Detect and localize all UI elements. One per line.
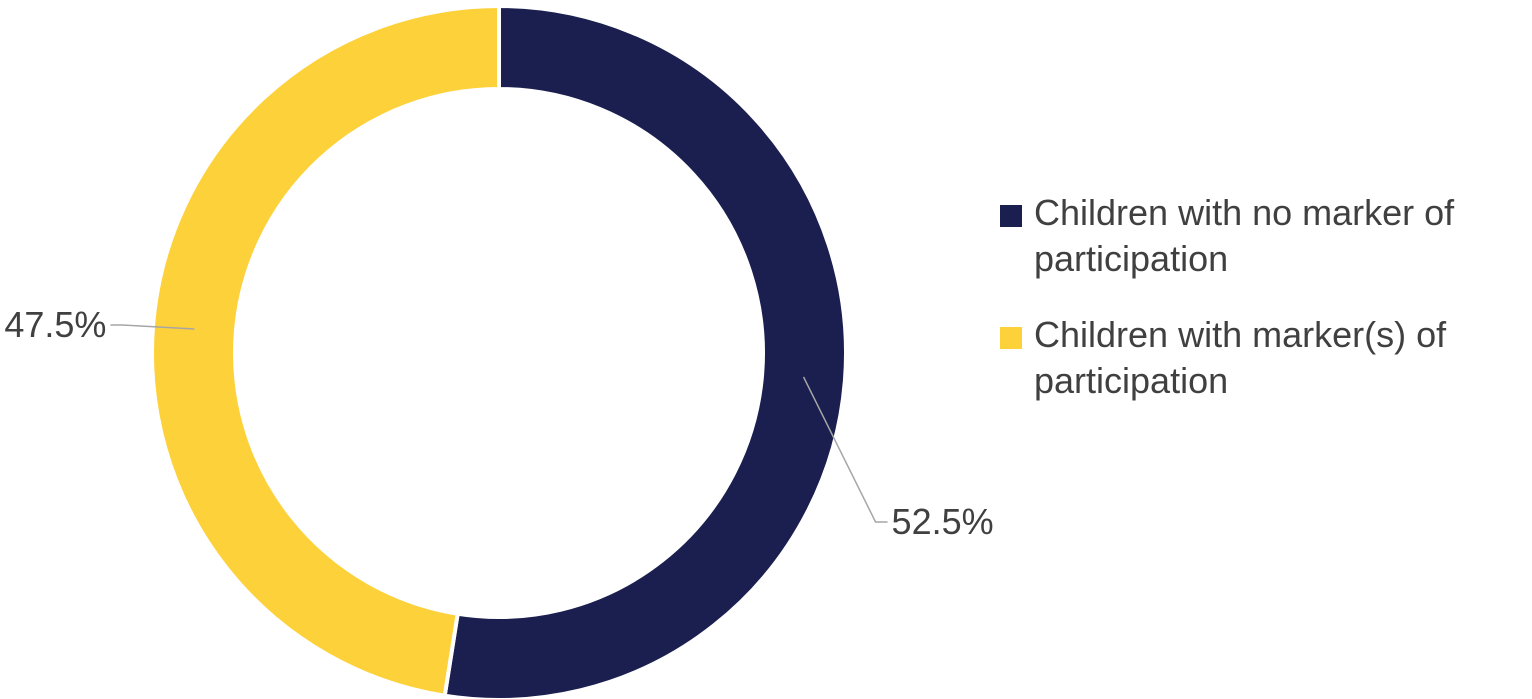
data-labels: 52.5% 47.5%	[4, 304, 993, 542]
legend-swatch-with-marker	[1000, 327, 1022, 349]
legend: Children with no marker of participation…	[1000, 190, 1520, 434]
data-label-no-marker: 52.5%	[892, 501, 994, 542]
legend-swatch-no-marker	[1000, 205, 1022, 227]
legend-label-no-marker: Children with no marker of participation	[1034, 192, 1455, 279]
leader-lines	[110, 324, 888, 523]
donut-slices	[150, 3, 848, 699]
leader-line-with-marker	[110, 324, 195, 330]
legend-label-with-marker: Children with marker(s) of participation	[1034, 314, 1447, 401]
slice-no-marker	[442, 3, 848, 699]
legend-item-no-marker: Children with no marker of participation	[1000, 190, 1520, 282]
leader-line-no-marker	[802, 376, 888, 523]
data-label-with-marker: 47.5%	[4, 304, 106, 345]
legend-item-with-marker: Children with marker(s) of participation	[1000, 312, 1520, 404]
slice-with-marker	[150, 3, 501, 699]
